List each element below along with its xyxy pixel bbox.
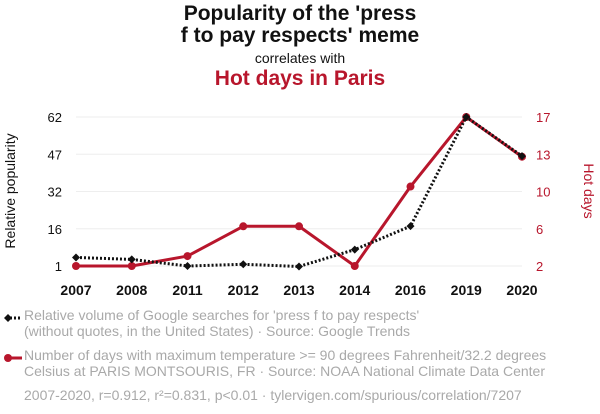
series-1-point bbox=[295, 262, 303, 271]
series-2-point bbox=[239, 222, 248, 231]
y-left-tick-label: 47 bbox=[48, 147, 62, 162]
footer-stats: 2007-2020, r=0.912, r²=0.831, p<0.01 · t… bbox=[24, 387, 522, 403]
series-1-point bbox=[350, 245, 359, 254]
legend-text-series-2-line-1: Number of days with maximum temperature … bbox=[24, 347, 547, 363]
x-tick-label: 2013 bbox=[283, 282, 314, 298]
series-1-point bbox=[72, 253, 80, 262]
y-right-tick-label: 2 bbox=[536, 259, 543, 274]
x-tick-label: 2019 bbox=[451, 282, 482, 298]
chart-title-line-2: f to pay respects' meme bbox=[180, 24, 420, 47]
y-left-tick-label: 1 bbox=[55, 259, 62, 274]
legend-text-series-1-line-1: Relative volume of Google searches for '… bbox=[24, 307, 420, 323]
correlates-with-text: correlates with bbox=[254, 50, 346, 66]
series-1-point bbox=[239, 260, 248, 269]
series-1-point bbox=[406, 222, 415, 231]
series-2-point bbox=[72, 262, 80, 270]
y-axis-left-label: Relative popularity bbox=[2, 133, 18, 248]
y-right-tick-label: 6 bbox=[536, 222, 543, 237]
series-1-point bbox=[183, 262, 192, 270]
x-tick-label: 2011 bbox=[172, 282, 203, 298]
y-axis-right-label: Hot days bbox=[581, 163, 597, 218]
x-tick-label: 2007 bbox=[60, 282, 91, 298]
series-2-point bbox=[350, 262, 359, 270]
line-chart: 1 16 32 47 62 2 6 10 13 17 2007 2008 2011 2012 2013 201… bbox=[2, 110, 597, 298]
series-1-point bbox=[127, 255, 136, 264]
series-2-point bbox=[295, 222, 303, 231]
series-1-point bbox=[462, 113, 471, 121]
series-1-point bbox=[518, 152, 526, 161]
y-left-tick-label: 62 bbox=[48, 110, 62, 125]
x-tick-label: 2016 bbox=[395, 282, 426, 298]
x-tick-label: 2008 bbox=[116, 282, 147, 298]
series-2-point bbox=[183, 252, 192, 261]
chart-title-line-1: Popularity of the 'press bbox=[183, 2, 417, 25]
legend-symbol-series-2 bbox=[4, 354, 22, 362]
chart-subtitle-hot-days: Hot days in Paris bbox=[214, 67, 386, 90]
y-right-tick-label: 17 bbox=[536, 110, 550, 125]
legend-symbol-series-1 bbox=[4, 314, 22, 322]
y-right-tick-label: 10 bbox=[536, 185, 550, 200]
y-left-tick-label: 32 bbox=[48, 185, 62, 200]
series-2-point bbox=[127, 262, 136, 270]
x-tick-label: 2014 bbox=[339, 282, 370, 298]
series-2-point bbox=[406, 182, 415, 191]
legend-text-series-2-line-2: Celsius at PARIS MONTSOURIS, FR · Source… bbox=[24, 363, 546, 379]
x-tick-label: 2020 bbox=[506, 282, 537, 298]
y-left-tick-label: 16 bbox=[48, 222, 62, 237]
legend-text-series-1-line-2: (without quotes, in the United States) ·… bbox=[24, 323, 410, 339]
x-tick-label: 2012 bbox=[228, 282, 259, 298]
y-right-tick-label: 13 bbox=[536, 147, 550, 162]
